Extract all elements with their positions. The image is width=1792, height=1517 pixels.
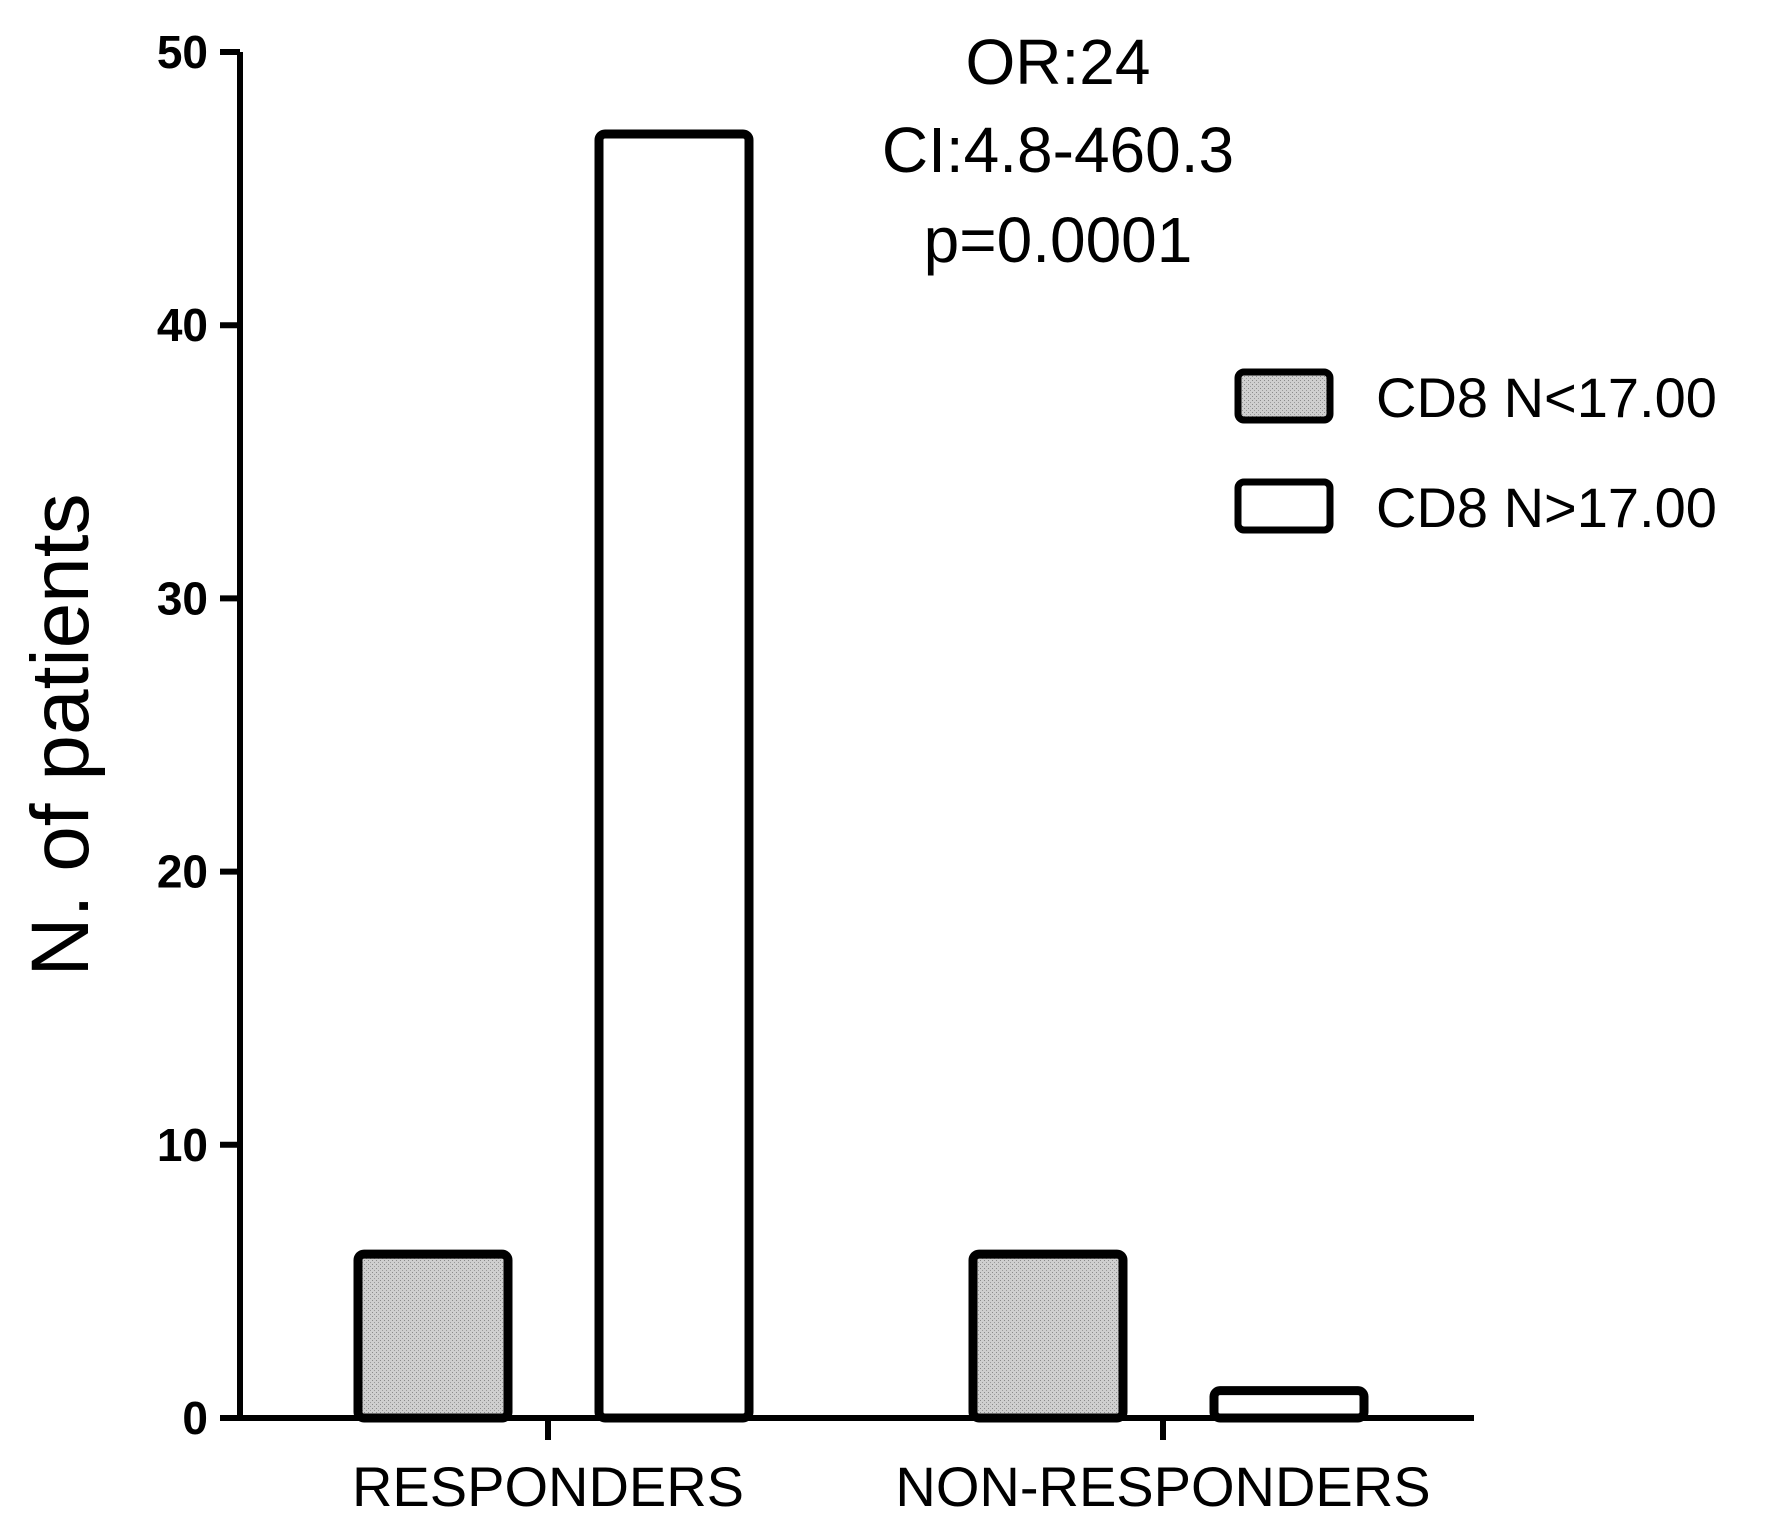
axes xyxy=(228,52,1474,1421)
bar-cd8-low-non-responders xyxy=(968,1249,1128,1423)
confidence-interval-label: CI:4.8-460.3 xyxy=(882,114,1234,186)
y-tick-label: 20 xyxy=(157,846,208,898)
y-tick-label: 10 xyxy=(157,1119,208,1171)
y-tick-label: 0 xyxy=(182,1392,208,1444)
legend-label-cd8-high: CD8 N>17.00 xyxy=(1376,476,1717,539)
bar-cd8-low-responders xyxy=(353,1249,513,1423)
y-axis-title: N. of patients xyxy=(15,493,106,976)
y-tick-label: 50 xyxy=(157,26,208,78)
odds-ratio-label: OR:24 xyxy=(966,26,1151,98)
x-category-label: NON-RESPONDERS xyxy=(895,1455,1430,1517)
y-ticks: 0 10 20 30 40 50 xyxy=(157,26,240,1444)
bars xyxy=(353,129,1369,1423)
y-tick-label: 40 xyxy=(157,299,208,351)
bar-cd8-high-responders xyxy=(594,129,754,1423)
x-category-label: RESPONDERS xyxy=(352,1455,744,1517)
legend-swatch-cd8-low xyxy=(1234,368,1334,424)
p-value-label: p=0.0001 xyxy=(924,204,1193,276)
bar-cd8-high-non-responders xyxy=(1209,1386,1369,1423)
stats-annotation: OR:24 CI:4.8-460.3 p=0.0001 xyxy=(882,26,1234,276)
legend: CD8 N<17.00 CD8 N>17.00 xyxy=(1234,366,1717,539)
y-tick-label: 30 xyxy=(157,572,208,624)
legend-swatch-cd8-high xyxy=(1234,478,1334,534)
x-ticks: RESPONDERS NON-RESPONDERS xyxy=(352,1418,1431,1517)
legend-label-cd8-low: CD8 N<17.00 xyxy=(1376,366,1717,429)
